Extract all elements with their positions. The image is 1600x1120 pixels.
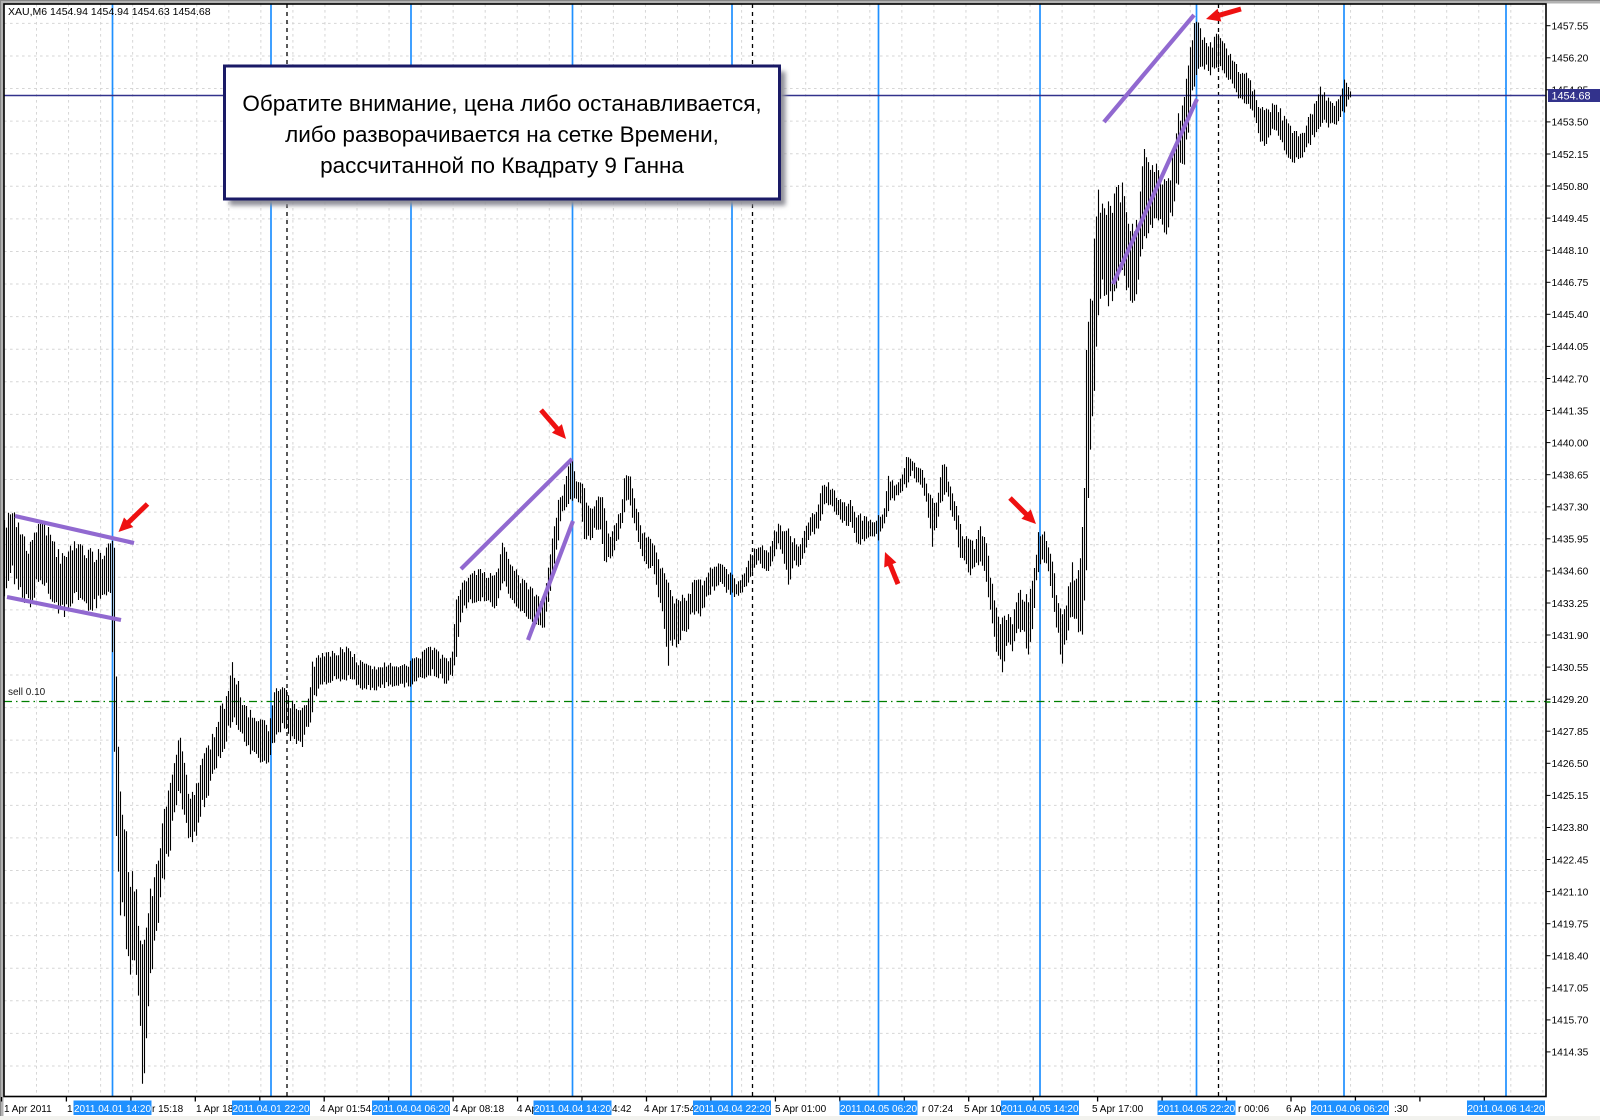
svg-text:2011.04.05 14:20: 2011.04.05 14:20 (1001, 1104, 1079, 1115)
svg-text:2011.04.05 22:20: 2011.04.05 22:20 (1158, 1104, 1236, 1115)
svg-text:1445.40: 1445.40 (1552, 310, 1589, 321)
svg-text:1426.50: 1426.50 (1552, 759, 1589, 770)
svg-text:2011.04.05 06:20: 2011.04.05 06:20 (840, 1104, 918, 1115)
svg-text:1419.75: 1419.75 (1552, 920, 1589, 931)
svg-text:1414.35: 1414.35 (1552, 1048, 1589, 1059)
svg-text:1417.05: 1417.05 (1552, 984, 1589, 995)
svg-text:4 Ap: 4 Ap (517, 1104, 537, 1115)
svg-text:sell 0.10: sell 0.10 (8, 687, 46, 698)
svg-text:r 15:18: r 15:18 (152, 1104, 184, 1115)
svg-text:1 Apr 18: 1 Apr 18 (196, 1104, 234, 1115)
svg-text:1437.30: 1437.30 (1552, 503, 1589, 514)
svg-text:6 Ap: 6 Ap (1286, 1104, 1306, 1115)
svg-text:1438.65: 1438.65 (1552, 471, 1589, 482)
svg-text:4 Apr 08:18: 4 Apr 08:18 (453, 1104, 505, 1115)
svg-text:либо разворачивается на сетке: либо разворачивается на сетке Времени, (285, 122, 719, 147)
svg-text:5 Apr 10: 5 Apr 10 (964, 1104, 1002, 1115)
svg-text:2011.04.04 14:20: 2011.04.04 14:20 (534, 1104, 612, 1115)
svg-text:1425.15: 1425.15 (1552, 791, 1589, 802)
svg-text:1427.85: 1427.85 (1552, 727, 1589, 738)
svg-text:1423.80: 1423.80 (1552, 823, 1589, 834)
svg-text:1431.90: 1431.90 (1552, 631, 1589, 642)
svg-text:рассчитанной по Квадрату 9 Ган: рассчитанной по Квадрату 9 Ганна (320, 153, 684, 178)
svg-text:1454.68: 1454.68 (1552, 91, 1591, 103)
svg-text:2011.04.04 06:20: 2011.04.04 06:20 (372, 1104, 450, 1115)
svg-text:2011.04.01 22:20: 2011.04.01 22:20 (232, 1104, 310, 1115)
svg-text:1449.45: 1449.45 (1552, 214, 1589, 225)
svg-text:2011.04.04 22:20: 2011.04.04 22:20 (693, 1104, 771, 1115)
svg-text:5 Apr 01:00: 5 Apr 01:00 (775, 1104, 827, 1115)
svg-text:1433.25: 1433.25 (1552, 599, 1589, 610)
svg-text:1441.35: 1441.35 (1552, 406, 1589, 417)
svg-text:1457.55: 1457.55 (1552, 22, 1589, 33)
svg-text:4 Apr 17:54: 4 Apr 17:54 (644, 1104, 696, 1115)
svg-text:Обратите внимание, цена либо о: Обратите внимание, цена либо останавлива… (242, 91, 761, 116)
svg-text:r 00:06: r 00:06 (1238, 1104, 1270, 1115)
svg-text:5 Apr 17:00: 5 Apr 17:00 (1092, 1104, 1144, 1115)
svg-text:1418.40: 1418.40 (1552, 952, 1589, 963)
svg-text:1446.75: 1446.75 (1552, 278, 1589, 289)
svg-text:4:42: 4:42 (612, 1104, 632, 1115)
svg-text:1: 1 (67, 1104, 73, 1115)
svg-text:1444.05: 1444.05 (1552, 342, 1589, 353)
svg-text:1448.10: 1448.10 (1552, 246, 1589, 257)
svg-text:1435.95: 1435.95 (1552, 535, 1589, 546)
svg-text::30: :30 (1394, 1104, 1408, 1115)
svg-text:2011.04.06 14:20: 2011.04.06 14:20 (1467, 1104, 1545, 1115)
svg-text:r 07:24: r 07:24 (922, 1104, 954, 1115)
svg-text:1415.70: 1415.70 (1552, 1016, 1589, 1027)
svg-text:1421.10: 1421.10 (1552, 887, 1589, 898)
svg-text:1430.55: 1430.55 (1552, 663, 1589, 674)
svg-text:1434.60: 1434.60 (1552, 567, 1589, 578)
svg-text:1452.15: 1452.15 (1552, 150, 1589, 161)
svg-text:1429.20: 1429.20 (1552, 695, 1589, 706)
svg-text:2011.04.06 06:20: 2011.04.06 06:20 (1311, 1104, 1389, 1115)
svg-text:4 Apr 01:54: 4 Apr 01:54 (320, 1104, 372, 1115)
svg-text:2011.04.01 14:20: 2011.04.01 14:20 (74, 1104, 152, 1115)
svg-text:1450.80: 1450.80 (1552, 182, 1589, 193)
svg-text:1 Apr 2011: 1 Apr 2011 (4, 1104, 52, 1115)
svg-text:1456.20: 1456.20 (1552, 54, 1589, 65)
svg-text:1442.70: 1442.70 (1552, 374, 1589, 385)
svg-text:XAU,M6 1454.94 1454.94 1454.6: XAU,M6 1454.94 1454.94 1454.63 1454.68 (8, 6, 211, 18)
svg-text:1453.50: 1453.50 (1552, 118, 1589, 129)
svg-text:1440.00: 1440.00 (1552, 438, 1589, 449)
svg-text:1422.45: 1422.45 (1552, 855, 1589, 866)
